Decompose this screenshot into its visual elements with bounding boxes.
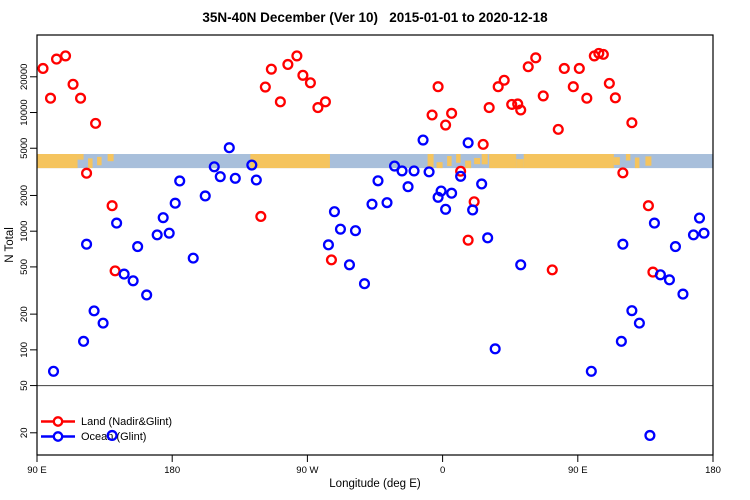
svg-text:50: 50 (19, 380, 30, 391)
legend-item-ocean: Ocean (Glint) (40, 429, 172, 444)
legend-ocean-label: Ocean (Glint) (81, 430, 147, 443)
svg-text:90 E: 90 E (568, 465, 588, 476)
legend: Land (Nadir&Glint) Ocean (Glint) (40, 414, 172, 444)
svg-text:500: 500 (19, 259, 30, 275)
x-axis-title: Longitude (deg E) (329, 478, 421, 490)
legend-item-land: Land (Nadir&Glint) (40, 414, 172, 429)
legend-land-marker-icon (41, 416, 75, 427)
svg-text:0: 0 (440, 465, 445, 476)
legend-ocean-marker-icon (41, 431, 75, 442)
chart-title: 35N-40N December (Ver 10) 2015-01-01 to … (202, 10, 548, 25)
svg-text:1000: 1000 (19, 221, 30, 242)
svg-text:20000: 20000 (19, 64, 30, 90)
svg-text:180: 180 (705, 465, 721, 476)
svg-text:10000: 10000 (19, 99, 30, 125)
y-axis-title: N Total (4, 227, 16, 263)
svg-text:100: 100 (19, 342, 30, 358)
svg-text:90 E: 90 E (27, 465, 47, 476)
svg-text:2000: 2000 (19, 185, 30, 206)
svg-text:180: 180 (164, 465, 180, 476)
svg-text:200: 200 (19, 306, 30, 322)
legend-land-label: Land (Nadir&Glint) (81, 415, 173, 428)
svg-text:20: 20 (19, 428, 30, 439)
svg-text:90 W: 90 W (296, 465, 318, 476)
svg-text:5000: 5000 (19, 138, 30, 159)
